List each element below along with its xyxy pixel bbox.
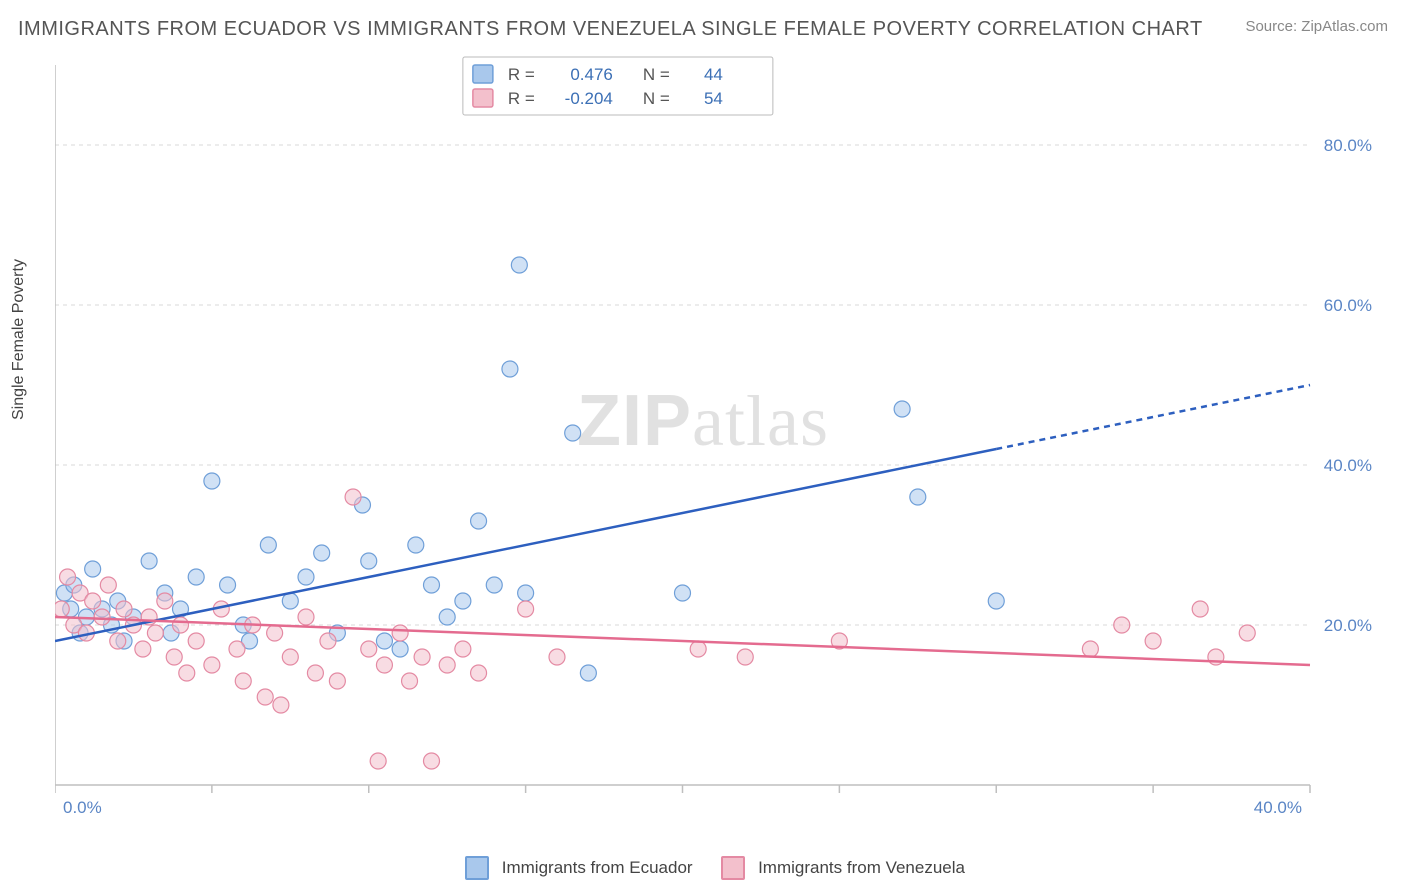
svg-text:0.0%: 0.0%: [63, 798, 102, 817]
svg-text:N =: N =: [643, 65, 670, 84]
chart-title: IMMIGRANTS FROM ECUADOR VS IMMIGRANTS FR…: [18, 18, 1203, 41]
scatter-chart: 20.0% 40.0% 60.0% 80.0% 0.0% 40.0% R = 0.476 N =…: [55, 55, 1380, 825]
y-axis-label: Single Female Poverty: [10, 259, 28, 420]
legend-label-ecuador: Immigrants from Ecuador: [502, 858, 693, 877]
legend-label-venezuela: Immigrants from Venezuela: [758, 858, 965, 877]
source-label: Source: ZipAtlas.com: [1245, 18, 1388, 35]
svg-text:40.0%: 40.0%: [1254, 798, 1302, 817]
svg-text:R =: R =: [508, 65, 535, 84]
plot-area: 20.0% 40.0% 60.0% 80.0% 0.0% 40.0% R = 0.476 N =…: [55, 55, 1380, 825]
legend-swatch-venezuela: [721, 856, 745, 880]
svg-text:-0.204: -0.204: [565, 89, 613, 108]
svg-text:0.476: 0.476: [570, 65, 613, 84]
svg-text:N =: N =: [643, 89, 670, 108]
svg-text:80.0%: 80.0%: [1324, 136, 1372, 155]
svg-text:54: 54: [704, 89, 723, 108]
svg-text:60.0%: 60.0%: [1324, 296, 1372, 315]
legend-swatch-ecuador: [465, 856, 489, 880]
bottom-legend: Immigrants from Ecuador Immigrants from …: [0, 856, 1406, 880]
svg-text:40.0%: 40.0%: [1324, 456, 1372, 475]
svg-text:20.0%: 20.0%: [1324, 616, 1372, 635]
svg-text:44: 44: [704, 65, 723, 84]
svg-text:R =: R =: [508, 89, 535, 108]
